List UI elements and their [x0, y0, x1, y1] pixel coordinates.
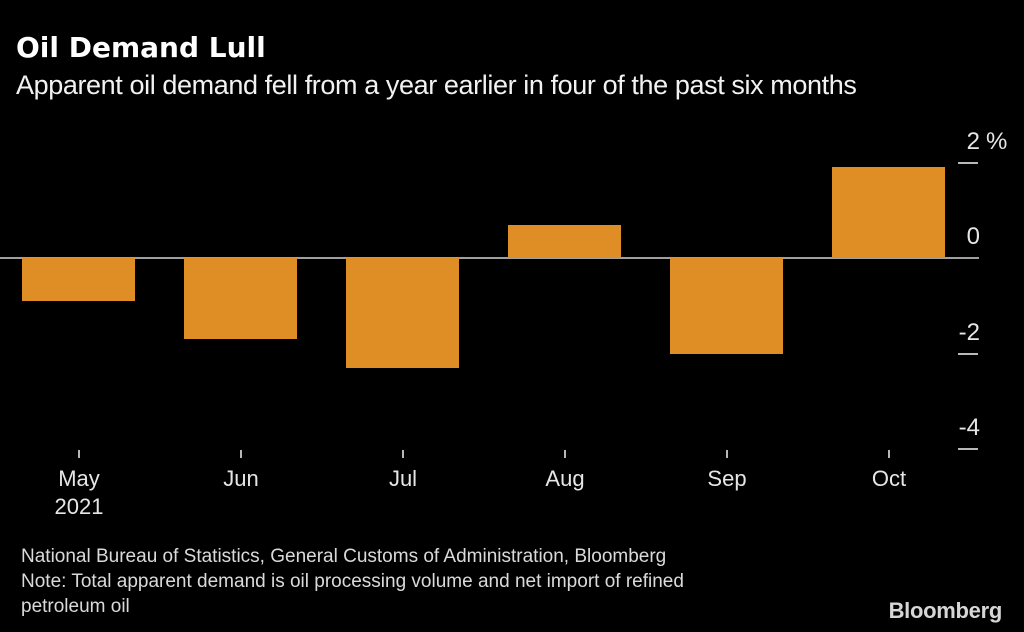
- y-tick-label--2: -2: [958, 319, 980, 346]
- y-tick-2: [958, 162, 978, 164]
- x-label-jul: Jul: [388, 466, 418, 491]
- x-label-jun: Jun: [223, 466, 259, 491]
- page-title: Oil Demand Lull: [16, 31, 266, 64]
- x-tick-may: [78, 450, 80, 458]
- x-label-sep: Sep: [707, 466, 747, 491]
- bar-jul: [346, 258, 459, 368]
- note-text-line2: petroleum oil: [21, 596, 130, 617]
- x-label-oct: Oct: [871, 466, 907, 491]
- x-label-year: 2021: [54, 494, 104, 519]
- y-tick--2: [958, 353, 978, 355]
- y-tick-label-2: 2: [966, 128, 980, 155]
- bar-aug: [508, 225, 621, 258]
- x-tick-jun: [240, 450, 242, 458]
- zero-axis-line: [0, 257, 979, 259]
- x-tick-sep: [726, 450, 728, 458]
- x-tick-jul: [402, 450, 404, 458]
- x-label-may: May: [58, 466, 100, 491]
- x-label-aug: Aug: [545, 466, 585, 491]
- note-text-line1: Note: Total apparent demand is oil proce…: [21, 571, 684, 592]
- x-tick-aug: [564, 450, 566, 458]
- y-axis-unit-label: %: [986, 128, 1008, 155]
- x-tick-oct: [888, 450, 890, 458]
- bar-oct: [832, 167, 945, 258]
- bar-chart-plot: 2 0 -2 -4% May 2021 Jun Jul Aug Sep Oct: [0, 115, 1024, 519]
- y-tick-label-0: 0: [966, 223, 980, 250]
- bar-jun: [184, 258, 297, 339]
- bloomberg-logo: Bloomberg: [888, 598, 1003, 623]
- chart-subtitle: Apparent oil demand fell from a year ear…: [16, 70, 857, 100]
- y-tick-label--4: -4: [958, 414, 980, 441]
- bar-may: [22, 258, 135, 301]
- y-tick--4: [958, 448, 978, 450]
- source-text: National Bureau of Statistics, General C…: [21, 546, 667, 567]
- bar-sep: [670, 258, 783, 354]
